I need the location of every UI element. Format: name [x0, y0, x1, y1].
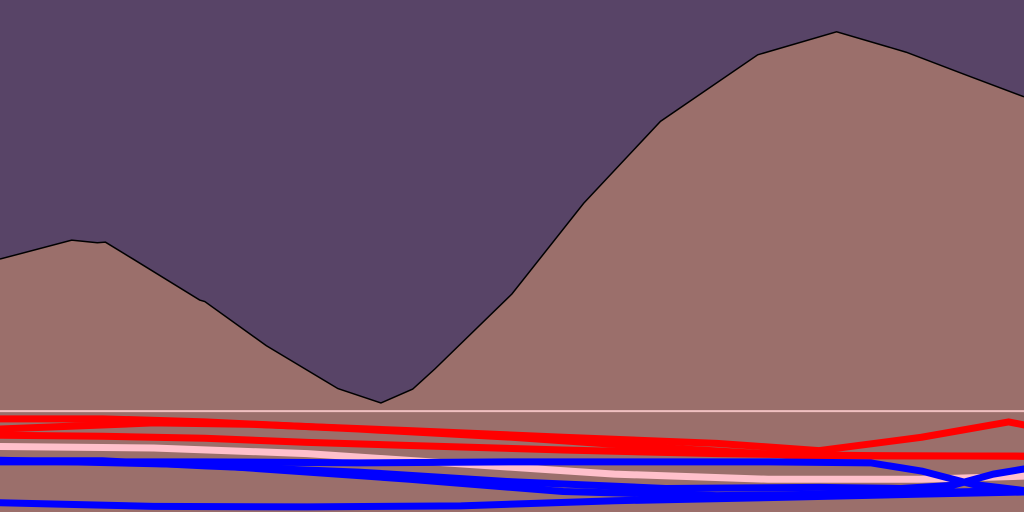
area-layer	[0, 30, 1024, 512]
line-series-6	[0, 458, 1024, 494]
line-series-4	[0, 442, 1024, 483]
line-series-2	[0, 418, 1024, 455]
line-series-8	[0, 456, 1024, 500]
line-series-3	[0, 431, 1024, 460]
area-series-1	[0, 31, 1024, 512]
line-layer	[0, 415, 1024, 511]
area-series-1-edge	[0, 30, 1024, 404]
